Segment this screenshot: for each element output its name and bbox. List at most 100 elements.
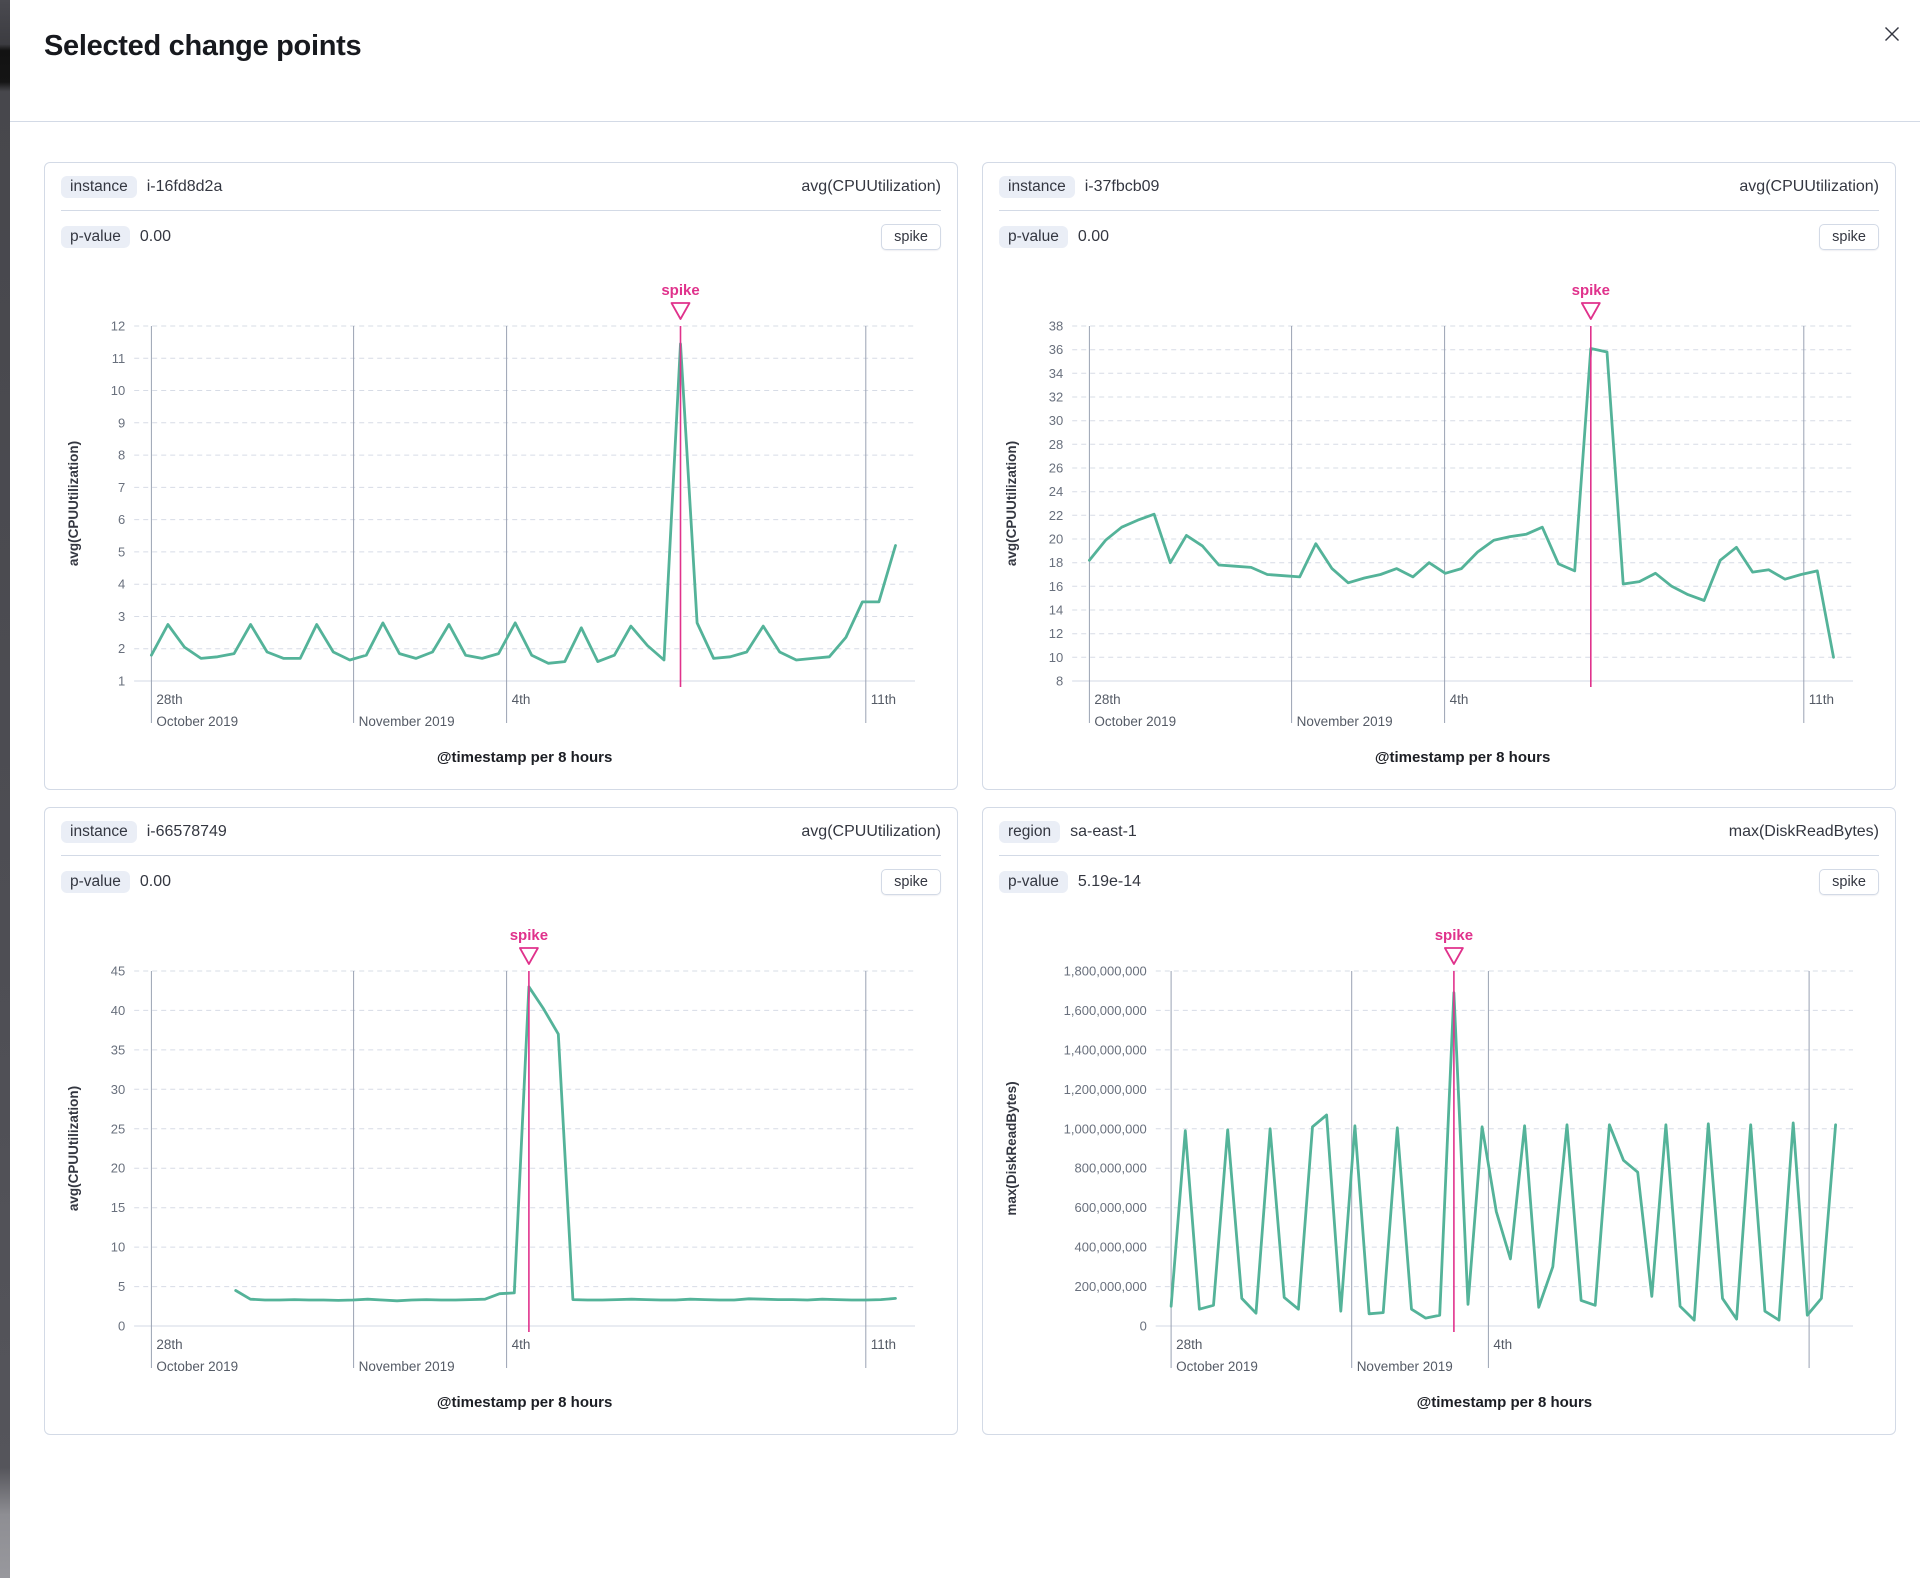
x-tick-month: November 2019 [359, 714, 455, 729]
y-tick-label: 14 [1049, 603, 1063, 618]
change-point-chart[interactable]: 0 200,000,000 400,000,000 600,000,000 800,00… [999, 911, 1879, 1426]
x-tick-day: 4th [1450, 692, 1469, 707]
card-subheader: p-value 0.00 spike [999, 224, 1879, 250]
change-point-card: instance i-66578749 avg(CPUUtilization) … [44, 807, 958, 1435]
card-subheader: p-value 5.19e-14 spike [999, 869, 1879, 895]
x-tick-day: 4th [512, 1337, 531, 1352]
y-tick-label: 38 [1049, 319, 1063, 334]
change-type-button[interactable]: spike [881, 224, 941, 250]
x-tick-day: 4th [1493, 1337, 1512, 1352]
x-tick-day: 28th [156, 1337, 182, 1352]
split-field-group: region sa-east-1 [999, 821, 1137, 843]
change-point-card: instance i-16fd8d2a avg(CPUUtilization) … [44, 162, 958, 790]
y-tick-label: 12 [1049, 626, 1063, 641]
y-axis-title: avg(CPUUtilization) [66, 1086, 81, 1211]
x-tick-day: 11th [1809, 692, 1834, 707]
chart-container: 1 2 3 4 5 6 7 8 9 10 11 12 28th October 2019 November … [61, 266, 941, 781]
y-tick-label: 20 [1049, 532, 1063, 547]
y-tick-label: 20 [111, 1161, 125, 1176]
spike-annotation-label: spike [661, 282, 699, 299]
y-tick-label: 40 [111, 1003, 125, 1018]
metric-label: avg(CPUUtilization) [801, 823, 941, 840]
y-tick-label: 8 [1056, 674, 1063, 689]
change-point-card: region sa-east-1 max(DiskReadBytes) p-va… [982, 807, 1896, 1435]
spike-annotation-label: spike [1435, 927, 1473, 944]
x-tick-day: 28th [156, 692, 182, 707]
y-tick-label: 15 [111, 1200, 125, 1215]
p-value-group: p-value 5.19e-14 [999, 871, 1141, 893]
y-tick-label: 28 [1049, 437, 1063, 452]
p-value-badge: p-value [61, 226, 130, 248]
y-tick-label: 18 [1049, 555, 1063, 570]
p-value-badge: p-value [999, 871, 1068, 893]
split-field-group: instance i-66578749 [61, 821, 227, 843]
x-tick-day: 4th [512, 692, 531, 707]
p-value-group: p-value 0.00 [61, 871, 171, 893]
y-tick-label: 10 [111, 383, 125, 398]
series-line [1169, 991, 1837, 1322]
y-tick-label: 25 [111, 1121, 125, 1136]
y-tick-label: 1,000,000,000 [1064, 1121, 1147, 1136]
p-value: 5.19e-14 [1077, 873, 1142, 890]
p-value-group: p-value 0.00 [999, 226, 1109, 248]
chart-container: 0 200,000,000 400,000,000 600,000,000 800,00… [999, 911, 1879, 1426]
y-tick-label: 30 [1049, 413, 1063, 428]
field-name-badge: instance [999, 176, 1075, 198]
y-tick-label: 0 [1140, 1319, 1147, 1334]
change-type-button[interactable]: spike [881, 869, 941, 895]
field-value: i-66578749 [146, 823, 227, 840]
close-button[interactable] [1872, 14, 1912, 54]
y-tick-label: 200,000,000 [1075, 1279, 1147, 1294]
p-value: 0.00 [139, 873, 171, 890]
field-name-badge: region [999, 821, 1061, 843]
x-tick-day: 11th [871, 1337, 896, 1352]
spike-marker-icon [670, 302, 691, 320]
spike-marker-icon [1444, 947, 1464, 965]
y-tick-label: 22 [1049, 508, 1063, 523]
card-header: instance i-16fd8d2a avg(CPUUtilization) [61, 176, 941, 211]
y-tick-label: 1,200,000,000 [1064, 1082, 1147, 1097]
y-tick-label: 5 [118, 544, 125, 559]
y-tick-label: 34 [1049, 366, 1063, 381]
y-tick-label: 45 [111, 964, 125, 979]
y-tick-label: 16 [1049, 579, 1063, 594]
series-line [1088, 347, 1835, 659]
y-tick-label: 1,400,000,000 [1064, 1042, 1147, 1057]
y-tick-label: 1,800,000,000 [1064, 964, 1147, 979]
y-tick-label: 800,000,000 [1075, 1161, 1147, 1176]
metric-label: max(DiskReadBytes) [1728, 823, 1879, 840]
field-name-badge: instance [61, 821, 137, 843]
change-type-button[interactable]: spike [1819, 869, 1879, 895]
metric-label: avg(CPUUtilization) [801, 178, 941, 195]
y-tick-label: 35 [111, 1042, 125, 1057]
y-tick-label: 11 [112, 351, 126, 366]
change-point-chart[interactable]: 8 10 12 14 16 18 20 22 24 26 28 30 32 34 36 38 28th Octob… [999, 266, 1879, 781]
flyout-header: Selected change points [10, 0, 1920, 122]
x-axis-title: @timestamp per 8 hours [437, 1394, 613, 1411]
x-tick-month: November 2019 [1297, 714, 1393, 729]
y-tick-label: 3 [118, 609, 125, 624]
x-axis-title: @timestamp per 8 hours [1375, 749, 1551, 766]
chart-container: 0 5 10 15 20 25 30 35 40 45 28th October 2019 Novemb… [61, 911, 941, 1426]
card-subheader: p-value 0.00 spike [61, 869, 941, 895]
split-field-group: instance i-37fbcb09 [999, 176, 1159, 198]
y-tick-label: 1,600,000,000 [1064, 1003, 1147, 1018]
y-tick-label: 9 [118, 415, 125, 430]
y-tick-label: 10 [1049, 650, 1063, 665]
y-tick-label: 8 [118, 448, 125, 463]
y-axis-title: avg(CPUUtilization) [1004, 441, 1019, 566]
change-type-button[interactable]: spike [1819, 224, 1879, 250]
page-title: Selected change points [44, 30, 362, 62]
change-point-chart[interactable]: 0 5 10 15 20 25 30 35 40 45 28th October 2019 Novemb… [61, 911, 941, 1426]
change-point-cards-grid: instance i-16fd8d2a avg(CPUUtilization) … [10, 122, 1920, 1435]
x-tick-day: 28th [1176, 1337, 1202, 1352]
y-tick-label: 6 [118, 512, 125, 527]
card-header: region sa-east-1 max(DiskReadBytes) [999, 821, 1879, 856]
y-tick-label: 30 [111, 1082, 125, 1097]
y-tick-label: 2 [118, 641, 125, 656]
x-tick-month: October 2019 [156, 1359, 238, 1374]
card-subheader: p-value 0.00 spike [61, 224, 941, 250]
y-tick-label: 0 [118, 1319, 125, 1334]
y-tick-label: 26 [1049, 461, 1063, 476]
